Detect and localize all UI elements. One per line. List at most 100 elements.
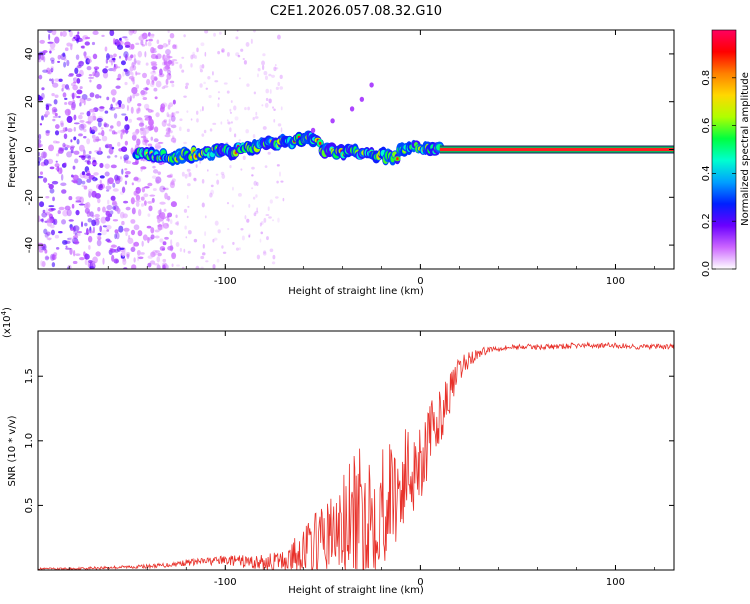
spectrogram-speckle xyxy=(169,33,175,39)
spectrogram-speckle xyxy=(279,171,281,177)
spectrogram-speckle xyxy=(64,205,71,211)
colorbar-tick-label: 0.6 xyxy=(701,118,712,134)
spectrogram-speckle xyxy=(41,87,45,91)
snr-scale-exponent: 4 xyxy=(0,310,8,315)
spectrogram-speckle xyxy=(43,55,46,63)
spectrogram-speckle xyxy=(150,61,157,65)
spectrogram-speckle xyxy=(138,122,145,127)
spectrogram-speckle xyxy=(137,103,142,107)
spectrogram-speckle xyxy=(94,213,100,218)
spectrogram-speckle xyxy=(53,252,58,257)
spectrogram-speckle xyxy=(104,46,108,52)
spectrogram-speckle xyxy=(167,30,170,34)
spectrogram-speckle xyxy=(199,109,202,112)
spectrogram-speckle xyxy=(72,249,76,257)
spectrogram-speckle xyxy=(217,103,220,108)
spectrogram-speckle xyxy=(159,238,164,243)
spectrogram-speckle xyxy=(146,116,149,122)
spectrogram-speckle xyxy=(52,196,55,202)
spectrogram-speckle xyxy=(112,219,119,222)
spectrogram-speckle xyxy=(85,172,91,176)
spectrogram-speckle xyxy=(102,206,106,213)
spectrogram-speckle xyxy=(99,95,102,99)
spectrogram-speckle xyxy=(84,56,88,59)
spectrogram-speckle xyxy=(246,83,250,87)
spectrogram-speckle xyxy=(122,128,125,135)
spectrogram-speckle xyxy=(230,121,233,124)
spectrogram-speckle xyxy=(207,75,211,80)
spectrogram-speckle xyxy=(168,73,171,76)
spectrogram-branch-blob xyxy=(359,96,365,102)
spectrogram-speckle xyxy=(145,39,148,42)
spectrogram-speckle xyxy=(38,53,42,60)
spectrogram-speckle xyxy=(195,265,200,269)
spectrogram-speckle xyxy=(76,95,81,99)
spectrogram-speckle xyxy=(133,224,140,231)
spectrogram-speckle xyxy=(157,252,162,257)
spectrogram-speckle xyxy=(157,171,161,175)
spectrogram-speckle xyxy=(166,44,169,47)
spectrogram-speckle xyxy=(166,127,171,133)
spectrogram-speckle xyxy=(137,62,141,66)
spectrogram-speckle xyxy=(96,235,102,239)
spectrogram-speckle xyxy=(112,67,117,72)
spectrogram-speckle xyxy=(201,252,206,256)
spectrogram-speckle xyxy=(126,96,131,104)
spectrogram-speckle xyxy=(92,30,99,35)
spectrogram-speckle xyxy=(38,56,42,63)
spectrogram-speckle xyxy=(162,264,166,269)
spectrogram-speckle xyxy=(226,119,229,122)
spectrogram-speckle xyxy=(131,77,135,82)
spectrogram-speckle xyxy=(277,81,281,87)
snr-x-tick-label: 100 xyxy=(606,577,625,588)
spectrogram-speckle xyxy=(73,122,80,125)
spectrogram-speckle xyxy=(92,53,98,60)
spectrogram-speckle xyxy=(146,225,152,229)
spectrogram-speckle xyxy=(147,213,151,217)
spectrogram-speckle xyxy=(55,153,60,157)
spectrogram-speckle xyxy=(140,128,144,136)
spectrogram-speckle xyxy=(267,206,270,211)
spectrogram-speckle xyxy=(45,256,50,259)
spectrogram-speckle xyxy=(217,91,221,94)
spectrogram-speckle xyxy=(181,266,185,269)
spectrogram-speckle xyxy=(62,239,68,245)
spectrogram-speckle xyxy=(87,58,92,63)
spectrogram-speckle xyxy=(45,211,51,216)
spectrogram-speckle xyxy=(147,262,152,268)
spectrogram-speckle xyxy=(200,255,205,260)
spectrogram-speckle xyxy=(85,201,91,209)
spectrogram-speckle xyxy=(120,103,126,110)
spectrogram-speckle xyxy=(100,127,104,130)
spectrogram-speckle xyxy=(190,118,193,121)
spectrogram-speckle xyxy=(91,41,96,46)
spectrogram-speckle xyxy=(176,264,180,267)
spectrogram-speckle xyxy=(229,108,232,112)
spectrogram-speckle xyxy=(124,124,130,131)
spectrogram-speckle xyxy=(264,75,268,80)
spectrogram-speckle xyxy=(160,212,166,219)
spectrogram-speckle xyxy=(130,219,136,224)
spectrogram-speckle xyxy=(168,102,174,108)
spectrogram-speckle xyxy=(91,214,95,218)
spectrogram-speckle xyxy=(92,256,98,264)
spectrogram-speckle xyxy=(195,164,198,168)
spectrogram-speckle xyxy=(140,166,147,170)
spectrogram-speckle xyxy=(179,247,182,252)
spectrogram-speckle xyxy=(124,174,129,178)
spectrogram-speckle xyxy=(221,48,225,53)
spectrogram-speckle xyxy=(87,217,93,223)
spectrogram-speckle xyxy=(246,218,250,223)
snr-x-tick-label: 0 xyxy=(417,577,423,588)
spectrogram-speckle xyxy=(60,31,63,37)
spectrogram-speckle xyxy=(65,245,68,249)
spectrogram-speckle xyxy=(226,90,230,94)
spectrogram-speckle xyxy=(99,175,105,179)
spectrogram-speckle xyxy=(61,189,67,194)
spectrogram-speckle xyxy=(72,165,76,170)
spectrogram-speckle xyxy=(73,36,76,39)
spectrogram-speckle xyxy=(64,247,72,250)
spectrogram-speckle xyxy=(263,250,267,254)
spectrogram-speckle xyxy=(87,230,94,234)
spectrogram-speckle xyxy=(227,121,231,125)
